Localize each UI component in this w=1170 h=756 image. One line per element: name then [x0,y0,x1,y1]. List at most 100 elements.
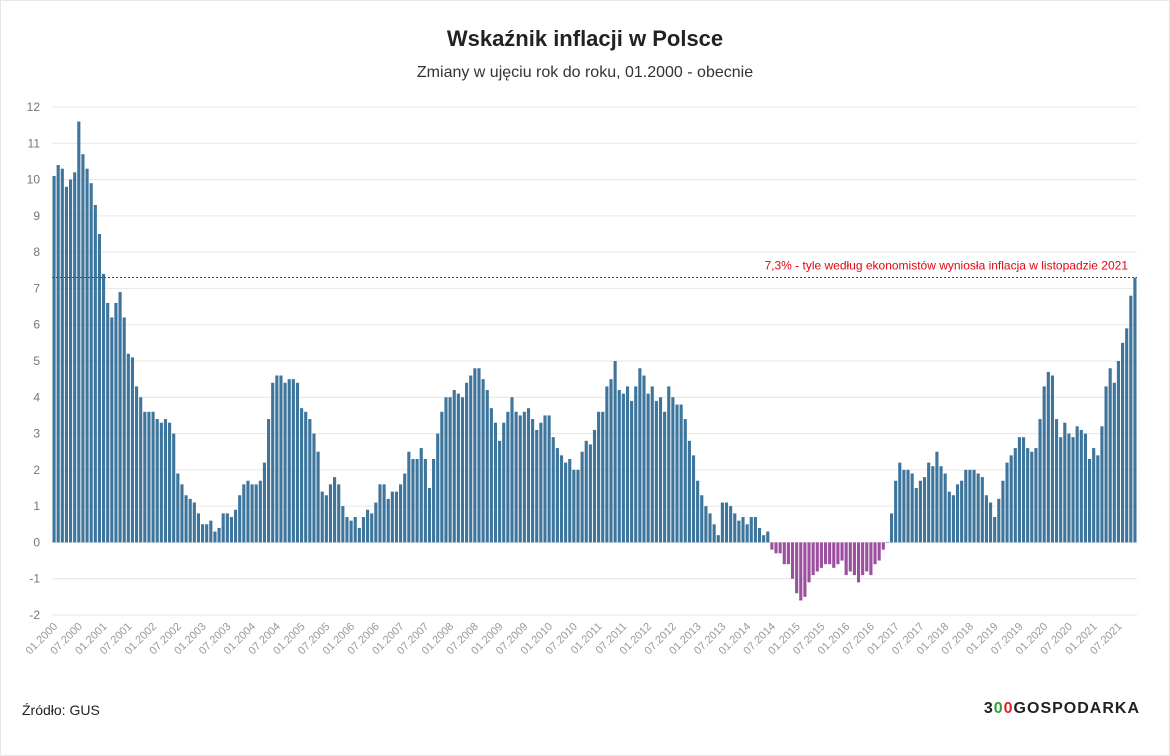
bar [1017,437,1021,543]
bar [1009,455,1013,543]
y-tick-label: 9 [33,209,40,223]
bar [762,535,766,543]
bar [555,448,559,543]
bar [394,491,399,543]
bar [592,429,597,543]
bar [576,469,580,543]
bar [250,484,254,543]
bar [663,411,667,543]
bar [980,477,984,543]
bar [485,390,489,543]
bar [271,382,275,543]
bar [881,542,885,550]
bar [819,542,823,568]
bar [964,469,968,543]
bar [572,469,576,543]
bar [852,542,856,576]
bar [114,302,118,543]
bar [906,469,910,543]
bar [407,451,411,543]
bar [304,411,308,543]
bar [613,361,617,543]
bar [782,542,786,565]
bar [922,477,927,543]
bar [786,542,790,565]
bar [510,397,514,543]
bar [559,455,564,543]
bar [1038,419,1042,543]
bar [403,473,407,543]
bar [514,411,518,543]
bar [229,517,234,543]
bar [1079,429,1083,543]
bar [630,400,634,543]
bar [168,422,172,543]
bar [73,172,77,543]
bar [1042,386,1046,543]
bar [419,448,423,543]
bar [295,382,300,543]
bar [427,488,432,543]
bar [741,517,745,543]
bar [502,422,506,543]
bar [460,397,465,543]
bar [452,390,456,543]
bar [902,469,906,543]
bar [588,444,592,543]
y-tick-label: 3 [33,427,40,441]
bar [242,484,246,543]
bar [753,517,757,543]
bar [1125,328,1129,543]
bar [440,411,444,543]
bar [353,517,357,543]
bar [267,419,271,543]
bar [172,433,176,543]
bar [135,386,139,543]
bar [621,393,625,543]
bar [473,368,477,543]
bar [423,458,427,543]
y-tick-label: 4 [33,390,40,404]
bar [877,542,881,561]
bar [151,411,155,543]
bar [85,168,89,543]
bar [1112,382,1116,543]
bar [984,495,988,543]
bar [968,469,972,543]
bar [465,382,469,543]
bar [213,531,217,543]
bar [279,375,283,543]
bar [489,408,493,543]
bar [914,488,918,543]
bar [910,473,914,543]
bar [1050,375,1054,543]
y-tick-label: -2 [29,608,40,622]
bar [708,513,712,543]
bar [1120,342,1125,543]
bar [700,495,704,543]
bar [163,419,168,543]
bar [815,542,819,572]
bar [324,495,328,543]
brand-prefix: 3 [983,700,994,717]
bar [683,419,687,543]
bar [60,168,64,543]
bar [873,542,877,565]
bar [432,458,436,543]
bar [605,386,609,543]
bar [118,292,122,543]
bar [110,317,114,543]
bar [1046,371,1050,543]
bar [386,498,390,543]
bar [97,234,102,543]
bar [143,411,147,543]
bar [1030,451,1034,543]
bar [918,480,922,543]
bar [935,451,939,543]
bar [234,509,238,543]
bar [522,411,526,543]
bar [696,480,700,543]
bar [68,179,73,543]
bar [283,382,287,543]
bar [415,458,419,543]
